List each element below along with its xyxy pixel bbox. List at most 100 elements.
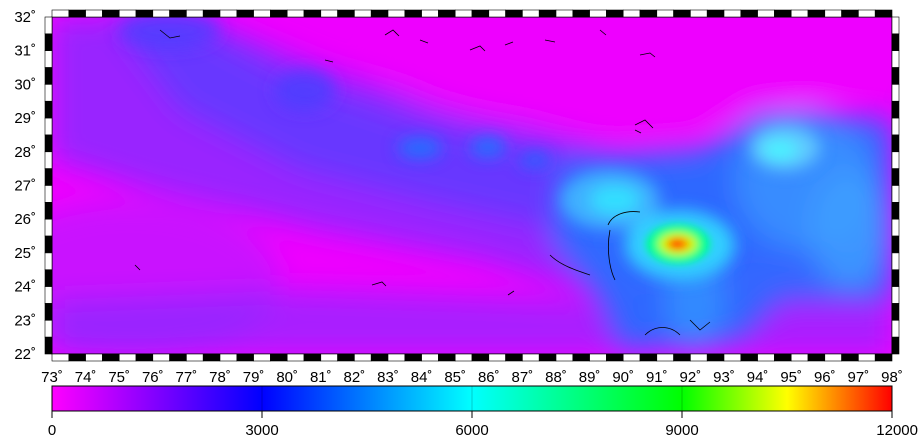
frame-segment-bottom [723,353,742,362]
frame-segment-bottom [202,353,221,362]
longitude-label: 77˚ [176,369,198,386]
frame-segment-right [891,336,900,355]
frame-segment-left [44,286,53,304]
frame-segment-top [320,9,338,18]
frame-segment-bottom [152,353,170,362]
frame-segment-left [44,218,53,237]
frame-checker-border [44,9,900,362]
longitude-label: 89˚ [579,369,601,386]
longitude-label: 97˚ [848,369,870,386]
frame-segment-top [790,9,809,18]
longitude-label: 85˚ [444,369,466,386]
frame-segment-left [44,202,53,220]
frame-segment-bottom [656,353,674,362]
frame-segment-bottom [505,353,523,362]
frame-segment-top [152,9,170,18]
frame-segment-bottom [471,353,490,362]
colorbar-labels: 0 3000 6000 9000 12000 [48,422,918,439]
frame-segment-bottom [454,353,473,362]
frame-segment-top [68,9,86,18]
longitude-label: 88˚ [545,369,567,386]
colorbar-ticks [51,386,893,418]
longitude-label: 90˚ [612,369,634,386]
frame-segment-top [186,9,204,18]
frame-segment-top [622,9,641,18]
frame-segment-top [253,9,271,18]
colorbar-label: 3000 [245,422,278,439]
frame-segment-top [454,9,473,18]
longitude-label: 79˚ [243,369,265,386]
frame-segment-top [270,9,288,18]
coastlines [134,29,711,336]
latitude-label: 22˚ [14,346,36,363]
longitude-label: 82˚ [344,369,366,386]
frame-segment-right [891,134,900,153]
frame-segment-top [135,9,154,18]
frame-segment-left [44,134,53,153]
frame-segment-bottom [236,353,254,362]
longitude-label: 93˚ [713,369,735,386]
frame-segment-top [774,9,792,18]
latitude-label: 28˚ [14,144,36,161]
frame-segment-right [891,235,900,254]
frame-segment-right [891,168,900,186]
frame-segment-right [891,84,900,102]
latitude-label: 29˚ [14,110,36,127]
latitude-label: 25˚ [14,245,36,262]
frame-segment-top [202,9,221,18]
longitude-label: 80˚ [276,369,298,386]
frame-segment-top [874,9,893,18]
frame-segment-bottom [874,353,893,362]
frame-segment-left [44,50,53,68]
frame-segment-left [44,319,53,338]
colorbar-label: 9000 [665,422,698,439]
frame-segment-bottom [740,353,758,362]
colorbar-label: 12000 [876,422,918,439]
frame-segment-top [421,9,439,18]
frame-segment-left [44,33,53,51]
longitude-label: 96˚ [814,369,836,386]
frame-segment-top [841,9,859,18]
frame-segment-top [438,9,456,18]
frame-segment-bottom [320,353,338,362]
frame-segment-top [673,9,691,18]
frame-segment-top [118,9,137,18]
frame-segment-right [891,117,900,136]
frame-segment-bottom [673,353,691,362]
longitude-label: 74˚ [75,369,97,386]
frame-segment-bottom [51,353,70,362]
frame-segment-bottom [118,353,137,362]
frame-segment-bottom [135,353,154,362]
frame-segment-left [44,84,53,102]
frame-segment-bottom [555,353,574,362]
longitude-label: 98˚ [881,369,903,386]
longitude-label: 95˚ [780,369,802,386]
frame-segment-top [169,9,187,18]
frame-segment-left [44,252,53,271]
longitude-label: 76˚ [142,369,164,386]
frame-segment-top [85,9,103,18]
frame-segment-left [44,303,53,321]
frame-segment-bottom [303,353,322,362]
frame-segment-right [891,218,900,237]
longitude-label: 81˚ [310,369,332,386]
frame-segment-top [757,9,775,18]
frame-segment-top [589,9,607,18]
frame-segment-top [488,9,506,18]
longitude-label: 92˚ [680,369,702,386]
frame-segment-left [44,100,53,119]
latitude-label: 27˚ [14,178,36,195]
frame-segment-top [303,9,322,18]
frame-segment-right [891,286,900,304]
longitude-label: 75˚ [108,369,130,386]
frame-segment-bottom [169,353,187,362]
frame-segment-bottom [606,353,624,362]
frame-segment-bottom [841,353,859,362]
frame-segment-top [639,9,658,18]
latitude-label: 26˚ [14,211,36,228]
frame-segment-bottom [337,353,355,362]
frame-segment-right [891,67,900,85]
frame-segment-right [891,185,900,203]
frame-segment-bottom [572,353,590,362]
